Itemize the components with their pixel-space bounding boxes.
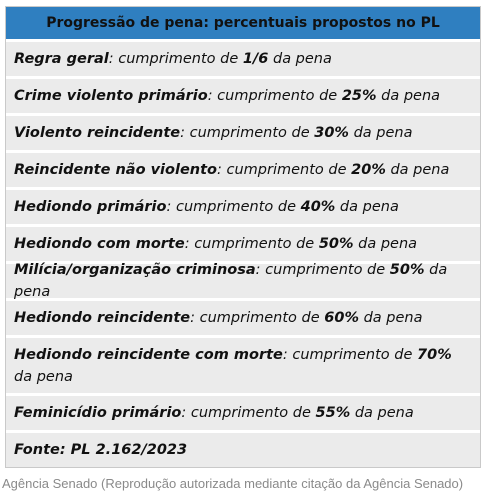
row-value: 40%	[300, 199, 336, 215]
row-text: Milícia/organização criminosa: cumprimen…	[14, 259, 472, 303]
source-text: Fonte: PL 2.162/2023	[14, 442, 188, 458]
row-text: Regra geral: cumprimento de 1/6 da pena	[14, 48, 332, 70]
row-post: da pena	[350, 405, 414, 421]
row-post: da pena	[348, 125, 413, 141]
row-pre: : cumprimento de	[181, 405, 316, 421]
table-row: Milícia/organização criminosa: cumprimen…	[6, 261, 480, 300]
row-post: da pena	[335, 199, 399, 215]
row-text: Hediondo reincidente com morte: cumprime…	[14, 344, 472, 388]
row-post: da pena	[14, 368, 73, 385]
row-value: 55%	[315, 405, 351, 421]
source-row: Fonte: PL 2.162/2023	[6, 430, 480, 467]
row-value: 50%	[318, 236, 354, 252]
row-text: Crime violento primário: cumprimento de …	[14, 85, 440, 107]
table-row: Hediondo reincidente: cumprimento de 60%…	[6, 298, 480, 335]
row-value: 1/6	[242, 51, 269, 67]
row-value: 50%	[389, 262, 425, 278]
table-row: Reincidente não violento: cumprimento de…	[6, 150, 480, 187]
table-row: Crime violento primário: cumprimento de …	[6, 76, 480, 113]
row-pre: : cumprimento de	[184, 236, 319, 252]
row-value: 60%	[324, 310, 359, 326]
row-pre: : cumprimento de	[166, 199, 301, 215]
row-pre: : cumprimento de	[207, 88, 342, 104]
row-pre: : cumprimento de	[282, 346, 418, 363]
table-row: Hediondo com morte: cumprimento de 50% d…	[6, 224, 480, 261]
table-row: Hediondo reincidente com morte: cumprime…	[6, 335, 480, 393]
row-label: Feminicídio primário	[14, 405, 182, 421]
row-label: Milícia/organização criminosa	[14, 262, 256, 278]
row-text: Violento reincidente: cumprimento de 30%…	[14, 122, 412, 144]
row-label: Hediondo primário	[14, 199, 167, 215]
row-post: da pena	[14, 262, 448, 300]
row-label: Regra geral	[14, 51, 109, 67]
row-post: da pena	[385, 162, 450, 178]
row-text: Hediondo primário: cumprimento de 40% da…	[14, 196, 399, 218]
row-value: 20%	[351, 162, 386, 178]
row-label: Hediondo reincidente com morte	[14, 346, 283, 363]
table-row: Hediondo primário: cumprimento de 40% da…	[6, 187, 480, 224]
row-post: da pena	[376, 88, 441, 104]
table-row: Feminicídio primário: cumprimento de 55%…	[6, 393, 480, 430]
table-row: Regra geral: cumprimento de 1/6 da pena	[6, 39, 480, 76]
row-pre: : cumprimento de	[180, 125, 315, 141]
row-label: Crime violento primário	[14, 88, 208, 104]
row-value: 30%	[314, 125, 349, 141]
row-pre: : cumprimento de	[217, 162, 352, 178]
row-text: Reincidente não violento: cumprimento de…	[14, 159, 449, 181]
row-pre: : cumprimento de	[108, 51, 243, 67]
image-credit: Agência Senado (Reprodução autorizada me…	[2, 476, 464, 491]
row-post: da pena	[358, 310, 423, 326]
row-label: Violento reincidente	[14, 125, 181, 141]
table-title: Progressão de pena: percentuais proposto…	[6, 7, 480, 39]
row-label: Hediondo com morte	[14, 236, 185, 252]
row-post: da pena	[353, 236, 418, 252]
row-pre: : cumprimento de	[255, 262, 390, 278]
table-row: Violento reincidente: cumprimento de 30%…	[6, 113, 480, 150]
row-label: Reincidente não violento	[14, 162, 218, 178]
row-text: Fonte: PL 2.162/2023	[14, 439, 187, 461]
penalty-progression-table: Progressão de pena: percentuais proposto…	[5, 6, 481, 468]
row-value: 25%	[341, 88, 377, 104]
row-text: Feminicídio primário: cumprimento de 55%…	[14, 402, 414, 424]
row-text: Hediondo reincidente: cumprimento de 60%…	[14, 307, 423, 329]
row-text: Hediondo com morte: cumprimento de 50% d…	[14, 233, 417, 255]
row-label: Hediondo reincidente	[14, 310, 191, 326]
row-post: da pena	[268, 51, 332, 67]
row-pre: : cumprimento de	[190, 310, 325, 326]
row-value: 70%	[417, 346, 452, 363]
